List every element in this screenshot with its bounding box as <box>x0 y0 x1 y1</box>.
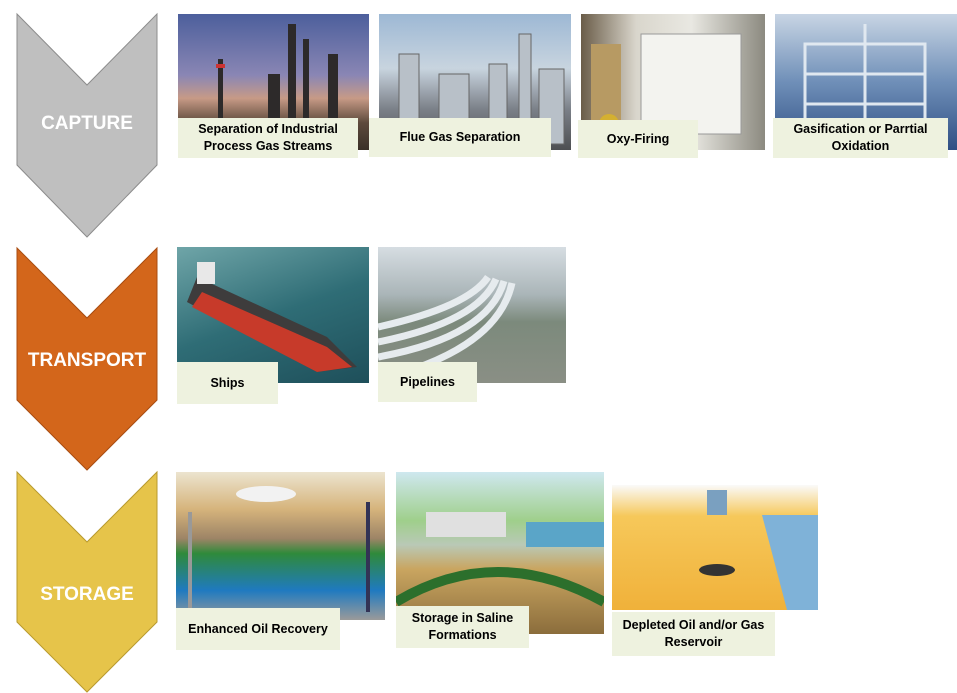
diagram <box>176 472 385 620</box>
item-label: Oxy-Firing <box>578 120 698 158</box>
stage-label: CAPTURE <box>41 113 133 134</box>
stage-label: STORAGE <box>40 584 134 605</box>
item-label: Gasification or Parrtial Oxidation <box>773 118 948 158</box>
photo <box>177 247 369 383</box>
stage-arrows: CAPTURE TRANSPORT STORAGE <box>16 12 158 693</box>
item-label: Enhanced Oil Recovery <box>176 608 340 650</box>
stage-label: TRANSPORT <box>28 350 147 371</box>
reservoir <box>699 490 818 610</box>
boiler <box>591 33 742 135</box>
diagram <box>612 485 818 610</box>
item-label: Pipelines <box>378 362 477 402</box>
transport-chevron <box>16 246 158 471</box>
photo <box>378 247 566 383</box>
item-label: Ships <box>177 362 278 404</box>
eor <box>188 486 370 612</box>
ship <box>187 262 357 372</box>
item-label: Storage in Saline Formations <box>396 606 529 648</box>
item-label: Flue Gas Separation <box>369 118 551 157</box>
item-label: Depleted Oil and/or Gas Reservoir <box>612 612 775 656</box>
storage-chevron <box>16 470 158 693</box>
capture-chevron <box>16 12 158 238</box>
saline <box>396 512 604 607</box>
item-label: Separation of Industrial Process Gas Str… <box>178 118 358 158</box>
